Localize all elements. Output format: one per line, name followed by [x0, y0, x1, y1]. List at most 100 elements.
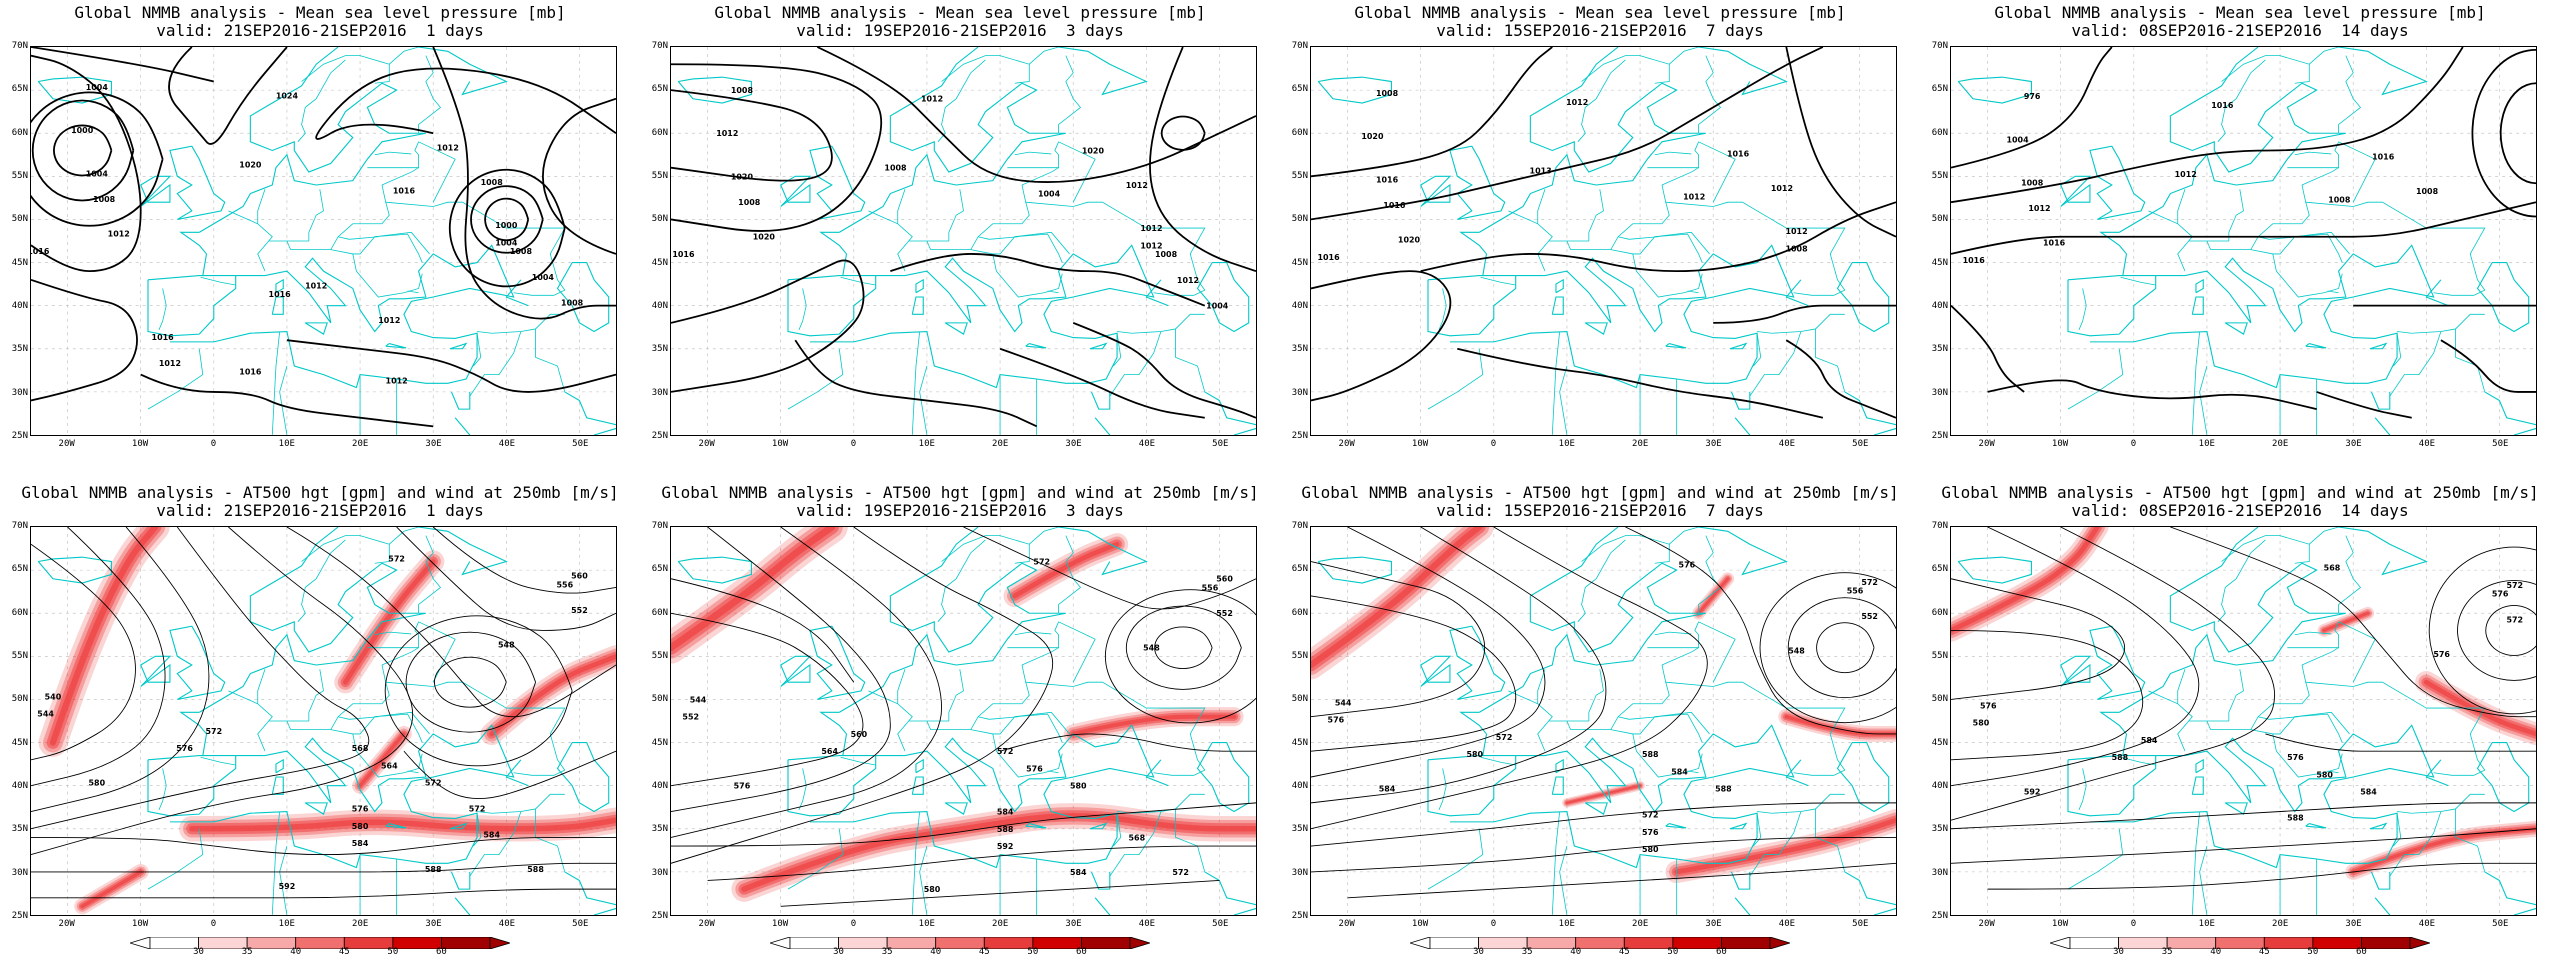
contour-line [1951, 630, 2144, 761]
latitude-label: 25N [651, 911, 668, 921]
contour-label: 1004 [1206, 302, 1229, 311]
colorbar-arrow [1769, 936, 1792, 950]
country-border [374, 151, 412, 156]
jet-wind-shading [1951, 527, 2100, 633]
contour-label: 584 [997, 808, 1014, 817]
coastline [1551, 296, 1564, 315]
coastline [1089, 342, 1108, 350]
contour-line [890, 253, 1206, 307]
panel-valid-period: valid: 21SEP2016-21SEP2016 1 days [156, 501, 484, 520]
colorbar-tick: 60 [2356, 947, 2367, 957]
latitude-label: 65N [651, 564, 668, 575]
coastline [1094, 417, 1111, 435]
country-border [200, 276, 236, 286]
contour-line [1951, 527, 2200, 787]
country-border [2294, 544, 2310, 564]
country-border [381, 141, 419, 186]
longitude-label: 50E [1852, 439, 1869, 449]
latitude-label: 25N [11, 431, 28, 441]
contour-label: 568 [352, 744, 369, 753]
colorbar-arrow [2048, 936, 2071, 950]
longitude-label: 10E [2198, 919, 2215, 929]
country-border [1014, 151, 1052, 156]
country-border [1014, 64, 1030, 84]
contour-label: 560 [1216, 575, 1233, 584]
contour-label: 1016 [1317, 253, 1340, 262]
country-border [1610, 231, 1710, 255]
coastline [1449, 244, 1795, 389]
coastline [2122, 733, 2128, 756]
contour-line [963, 527, 1256, 610]
contour-line [1149, 47, 1256, 272]
contour-line [1311, 836, 1896, 873]
coastline [819, 231, 847, 255]
country-border [2272, 253, 2343, 298]
country-border [1581, 527, 1699, 562]
longitude-label: 0 [210, 439, 217, 449]
longitude-label: 30E [1065, 919, 1082, 929]
contour-label: 588 [997, 825, 1014, 834]
contour-line [671, 612, 864, 787]
longitude-label: 20W [698, 439, 715, 449]
coastline [2089, 724, 2435, 869]
contour-line [53, 124, 113, 177]
country-border [1566, 184, 1670, 251]
coastline [147, 274, 237, 337]
contour-label: 1012 [386, 376, 408, 385]
coastline [1785, 759, 1809, 787]
latitude-label: 45N [1931, 257, 1948, 268]
contour-label: 592 [279, 882, 296, 891]
coastline [1196, 262, 1250, 333]
colorbar-tick: 40 [930, 947, 942, 957]
colorbar-tick: 60 [1716, 947, 1727, 957]
contour-label: 572 [997, 747, 1014, 756]
country-border [2397, 793, 2485, 814]
country-border [2120, 276, 2156, 286]
country-border [473, 333, 482, 367]
country-border [2177, 189, 2186, 224]
contour-label: 1008 [510, 247, 533, 256]
colorbar-tick: 50 [1667, 947, 1679, 957]
country-border [158, 768, 167, 810]
country-border [1153, 289, 1205, 296]
contour-label: 1020 [753, 233, 776, 242]
wind-colorbar [1408, 934, 1792, 950]
latitude-label: 45N [1291, 737, 1308, 748]
coastline [2195, 278, 2204, 294]
panel-title: Global NMMB analysis - AT500 hgt [gpm] a… [661, 483, 1259, 502]
coastline [385, 342, 407, 349]
country-border [407, 290, 419, 294]
coastline [1449, 625, 1506, 700]
longitude-label: 20E [992, 919, 1009, 929]
contour-label: 1016 [1376, 175, 1399, 184]
coastline [1449, 145, 1506, 220]
contour-label: 1012 [1785, 227, 1807, 236]
coastline [37, 556, 112, 584]
latitude-label: 60N [11, 127, 28, 138]
colorbar-arrow [1408, 936, 1431, 950]
contour-line [384, 615, 573, 767]
latitude-label: 55N [1291, 171, 1308, 181]
country-border [200, 756, 236, 766]
contour-label: 1016 [31, 247, 50, 256]
country-border [2188, 189, 2244, 242]
colorbar-tick: 50 [1027, 947, 1039, 957]
jet-wind-shading [1697, 577, 1730, 615]
coastline [1449, 724, 1795, 869]
longitude-label: 20E [992, 439, 1009, 449]
contour-label: 580 [1466, 750, 1483, 759]
coastline [2089, 145, 2146, 220]
contour-label: 1024 [276, 92, 299, 101]
country-border [937, 59, 986, 143]
coastline [198, 47, 426, 233]
country-border [418, 55, 442, 134]
coastline [1665, 342, 1687, 349]
coastline [1844, 871, 1896, 915]
colorbar-arrow [2409, 936, 2432, 950]
contour-label: 1012 [437, 143, 459, 152]
coastline [911, 776, 924, 795]
longitude-label: 50E [1212, 919, 1229, 929]
contour-line [794, 339, 1038, 428]
contour-label: 592 [997, 842, 1014, 851]
coastline [1730, 871, 1751, 890]
